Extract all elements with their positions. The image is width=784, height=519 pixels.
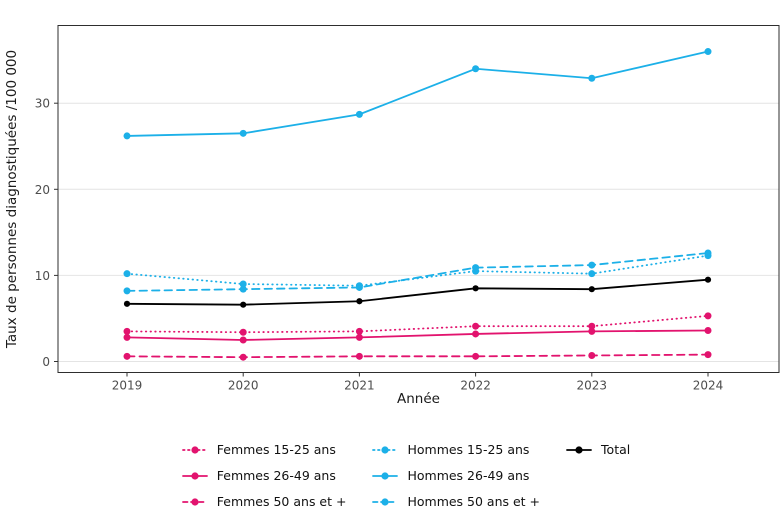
data-point-femmes-15-25-ans-2019 [123,327,131,335]
legend-key-dot [381,445,390,454]
x-tick-label: 2024 [693,379,724,393]
data-point-hommes-26-49-ans-2020 [239,129,247,137]
legend-item-hommes-50-ans-et: Hommes 50 ans et + [372,493,540,510]
legend-key-solid-line-icon [372,471,399,480]
data-point-femmes-15-25-ans-2024 [704,312,712,320]
data-point-hommes-50-ans-et-2019 [123,287,131,295]
data-point-femmes-26-49-ans-2020 [239,336,247,344]
legend-key-solid-line-icon [566,445,592,454]
x-tick-label: 2020 [228,379,259,393]
legend-label: Femmes 15-25 ans [216,442,336,457]
legend-key-dot [575,445,583,454]
y-tick-label: 0 [42,355,50,369]
data-point-hommes-15-25-ans-2023 [588,270,596,278]
y-tick-label: 30 [35,97,50,111]
legend-key-dot [191,471,199,480]
data-point-hommes-50-ans-et-2022 [472,264,480,272]
data-point-femmes-26-49-ans-2019 [123,333,131,341]
data-point-hommes-26-49-ans-2022 [472,65,480,73]
data-point-hommes-50-ans-et-2024 [704,249,712,257]
data-point-femmes-50-ans-et-2022 [472,352,480,360]
legend-key-dot [381,471,390,480]
data-point-hommes-26-49-ans-2019 [123,132,131,140]
legend-key-dashed-line-icon [181,497,208,506]
data-point-hommes-15-25-ans-2019 [123,270,131,278]
x-axis-title: Année [397,391,440,407]
data-point-total-2022 [472,285,479,292]
legend-label: Femmes 26-49 ans [216,468,336,483]
data-point-hommes-26-49-ans-2024 [704,48,712,56]
legend-item-femmes-50-ans-et: Femmes 50 ans et + [181,493,347,510]
legend-key-dot [191,445,199,454]
data-point-femmes-15-25-ans-2021 [355,327,363,335]
panel-border [57,25,780,373]
legend-key-dotted-line-icon [181,445,208,454]
legend-label: Hommes 50 ans et + [407,494,541,509]
data-point-femmes-50-ans-et-2023 [588,351,596,359]
data-point-hommes-50-ans-et-2020 [239,285,247,293]
data-point-femmes-15-25-ans-2023 [588,322,596,330]
data-point-femmes-50-ans-et-2020 [239,353,247,361]
data-point-total-2021 [356,298,363,305]
data-point-hommes-50-ans-et-2023 [588,261,596,269]
legend-label: Total [601,442,631,457]
series-line-total [126,278,709,306]
data-point-hommes-50-ans-et-2021 [355,283,363,291]
data-point-femmes-15-25-ans-2020 [239,328,247,336]
data-point-femmes-50-ans-et-2024 [704,351,712,359]
data-point-femmes-26-49-ans-2021 [355,333,363,341]
series-line-femmes-50-ans-et [126,353,709,359]
legend-label: Hommes 15-25 ans [407,442,530,457]
line-chart-svg: 0 10 20 30 2019 2020 2021 2022 2023 2024 [35,25,780,393]
data-point-total-2020 [240,301,247,308]
chart-legend: Femmes 15-25 ans Femmes 26-49 ans Femmes 5… [0,441,784,510]
series-line-femmes-26-49-ans [126,329,709,341]
data-point-hommes-26-49-ans-2023 [588,74,596,82]
legend-key-dot [191,497,199,506]
legend-item-total: Total [566,441,630,458]
legend-item-hommes-15-25-ans: Hommes 15-25 ans [372,441,540,458]
legend-item-hommes-26-49-ans: Hommes 26-49 ans [372,467,540,484]
data-point-femmes-50-ans-et-2021 [355,352,363,360]
data-point-hommes-15-25-ans-2020 [239,280,247,288]
legend-key-dashed-line-icon [372,497,399,506]
data-point-femmes-26-49-ans-2024 [704,327,712,335]
data-point-femmes-26-49-ans-2023 [588,327,596,335]
series-line-hommes-26-49-ans [126,50,709,137]
y-tick-label: 10 [35,269,50,283]
data-point-total-2019 [123,300,131,307]
data-point-femmes-26-49-ans-2022 [472,330,480,338]
legend-grid: Femmes 15-25 ans Femmes 26-49 ans Femmes 5… [181,441,630,510]
data-point-femmes-15-25-ans-2022 [472,322,480,330]
data-point-hommes-26-49-ans-2021 [355,110,363,118]
data-point-femmes-50-ans-et-2019 [123,352,131,360]
series-line-hommes-15-25-ans [126,254,709,287]
series-line-femmes-15-25-ans [126,314,709,334]
legend-key-solid-line-icon [181,471,208,480]
data-point-total-2023 [588,286,595,293]
x-tick-label: 2023 [577,379,608,393]
legend-key-dotted-line-icon [372,445,399,454]
x-tick-label: 2019 [112,379,143,393]
y-tick-label: 20 [35,183,50,197]
legend-item-femmes-15-25-ans: Femmes 15-25 ans [181,441,347,458]
series-line-hommes-50-ans-et [126,252,709,292]
x-tick-label: 2021 [344,379,375,393]
legend-key-dot [381,497,390,506]
data-point-total-2024 [704,276,712,283]
legend-label: Hommes 26-49 ans [407,468,530,483]
legend-label: Femmes 50 ans et + [216,494,347,509]
legend-item-femmes-26-49-ans: Femmes 26-49 ans [181,467,347,484]
x-tick-label: 2022 [460,379,491,393]
